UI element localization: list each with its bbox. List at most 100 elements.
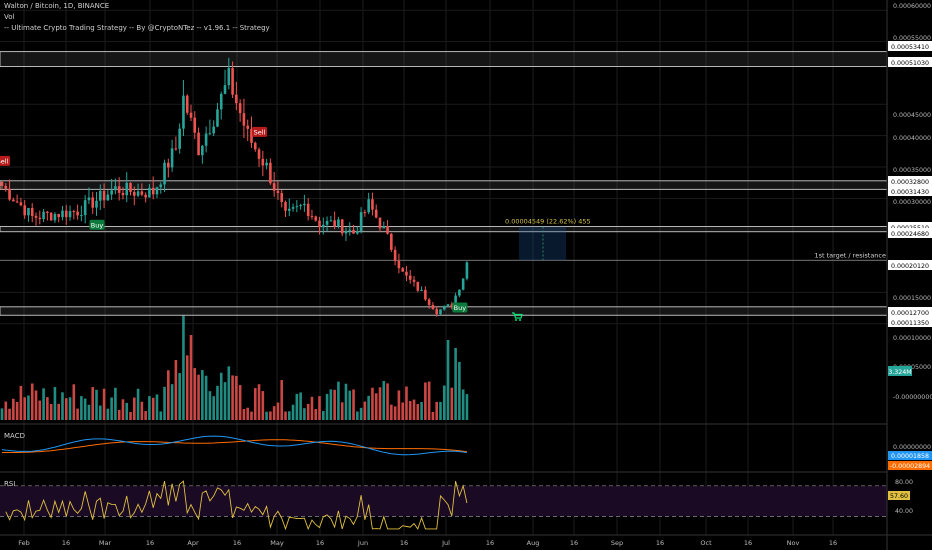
volume-bar	[204, 375, 208, 420]
candle-body	[465, 262, 469, 279]
candle-body	[38, 217, 42, 220]
candle-body	[303, 203, 306, 206]
volume-bar	[216, 385, 219, 420]
volume-bar	[257, 384, 261, 420]
volume-bar	[344, 383, 348, 420]
price-tick: 0.00040000	[893, 135, 931, 142]
candle-body	[49, 212, 53, 221]
candle-body	[34, 215, 38, 218]
candle-body	[208, 133, 212, 135]
time-label: Apr	[187, 539, 199, 547]
time-label: 16	[656, 539, 664, 547]
candle-body	[57, 214, 60, 218]
price-label: 0.00020120	[891, 263, 929, 270]
candle-body	[382, 226, 386, 229]
candle-body	[227, 68, 231, 86]
volume-bar	[98, 405, 102, 420]
price-label: 0.00024680	[891, 231, 929, 238]
sell-signal: Sell	[252, 126, 268, 137]
volume-bar	[34, 390, 38, 420]
volume-bar	[15, 402, 19, 420]
volume-bar	[276, 402, 280, 420]
price-tick: 0.00005000	[893, 364, 931, 371]
time-label: 16	[486, 539, 494, 547]
candle-body	[91, 197, 95, 208]
volume-bar	[401, 402, 404, 420]
candle-body	[322, 224, 325, 228]
volume-bar	[405, 386, 408, 420]
grid	[0, 0, 887, 535]
volume-bar	[189, 335, 193, 420]
volume-bar	[427, 381, 431, 420]
candle-body	[95, 200, 98, 208]
buy-label: Buy	[91, 221, 104, 229]
volume-bar	[208, 391, 212, 420]
candle-body	[42, 211, 45, 220]
volume-bar	[83, 398, 87, 420]
volume-bar	[106, 408, 110, 420]
volume-bar	[80, 396, 83, 420]
volume-bar	[95, 389, 98, 420]
support-resistance-zones	[0, 51, 888, 316]
candle-body	[291, 207, 295, 209]
price-tick: 0.00030000	[893, 199, 931, 206]
volume-bar	[408, 401, 412, 420]
candle-body	[250, 128, 253, 143]
strategy-legend[interactable]: -- Ultimate Crypto Trading Strategy -- B…	[4, 24, 270, 32]
candle-body	[363, 212, 367, 214]
volume-bar	[424, 382, 427, 420]
candle-body	[15, 201, 19, 203]
candle-body	[61, 210, 64, 218]
volume-bar	[352, 389, 355, 420]
candle-body	[125, 182, 129, 196]
volume-bar	[159, 411, 163, 420]
price-label-box	[888, 228, 932, 238]
volume-bar	[242, 408, 246, 420]
signal-value-box	[888, 461, 932, 470]
volume-bar	[322, 411, 325, 420]
candle-body	[23, 205, 26, 216]
candle-body	[435, 309, 438, 315]
candle-body	[83, 200, 87, 216]
rsi-value-box	[888, 491, 910, 500]
macd-line	[1, 435, 467, 456]
volume-bar	[87, 404, 91, 420]
buy-tag	[452, 302, 468, 313]
time-label: Mar	[99, 539, 112, 547]
volume-bar	[439, 401, 442, 420]
candle-body	[299, 205, 302, 207]
candle-body	[340, 219, 344, 234]
volume-bar	[170, 384, 174, 420]
price-tick: -0.00000000	[893, 394, 932, 401]
candle-body	[163, 162, 166, 185]
volume-bar	[46, 397, 49, 420]
volume-bar	[287, 411, 291, 420]
macd-label[interactable]: MACD	[4, 432, 25, 440]
candle-body	[378, 217, 382, 229]
volume-bar	[246, 407, 249, 420]
volume-bar	[235, 375, 238, 420]
symbol-title[interactable]: Walton / Bitcoin, 1D, BINANCE	[4, 2, 110, 10]
candle-body	[174, 148, 178, 150]
volume-bar	[231, 375, 234, 420]
volume-bar	[442, 385, 446, 420]
volume-bar	[367, 395, 370, 420]
candle-body	[408, 275, 412, 280]
volume-bar	[155, 394, 159, 420]
candle-body	[102, 190, 106, 201]
volume-legend[interactable]: Vol	[4, 13, 15, 21]
candle-body	[446, 304, 450, 306]
candle-body	[461, 278, 465, 290]
candle-body	[284, 201, 287, 211]
price-label-box	[888, 260, 932, 270]
candle-body	[178, 128, 181, 149]
candle-body	[359, 212, 363, 232]
candle-body	[356, 231, 359, 234]
volume-bar	[4, 401, 8, 420]
candle-body	[458, 289, 461, 296]
volume-bar	[30, 383, 34, 420]
time-label: Oct	[700, 539, 712, 547]
rsi-label[interactable]: RSI	[4, 480, 16, 488]
